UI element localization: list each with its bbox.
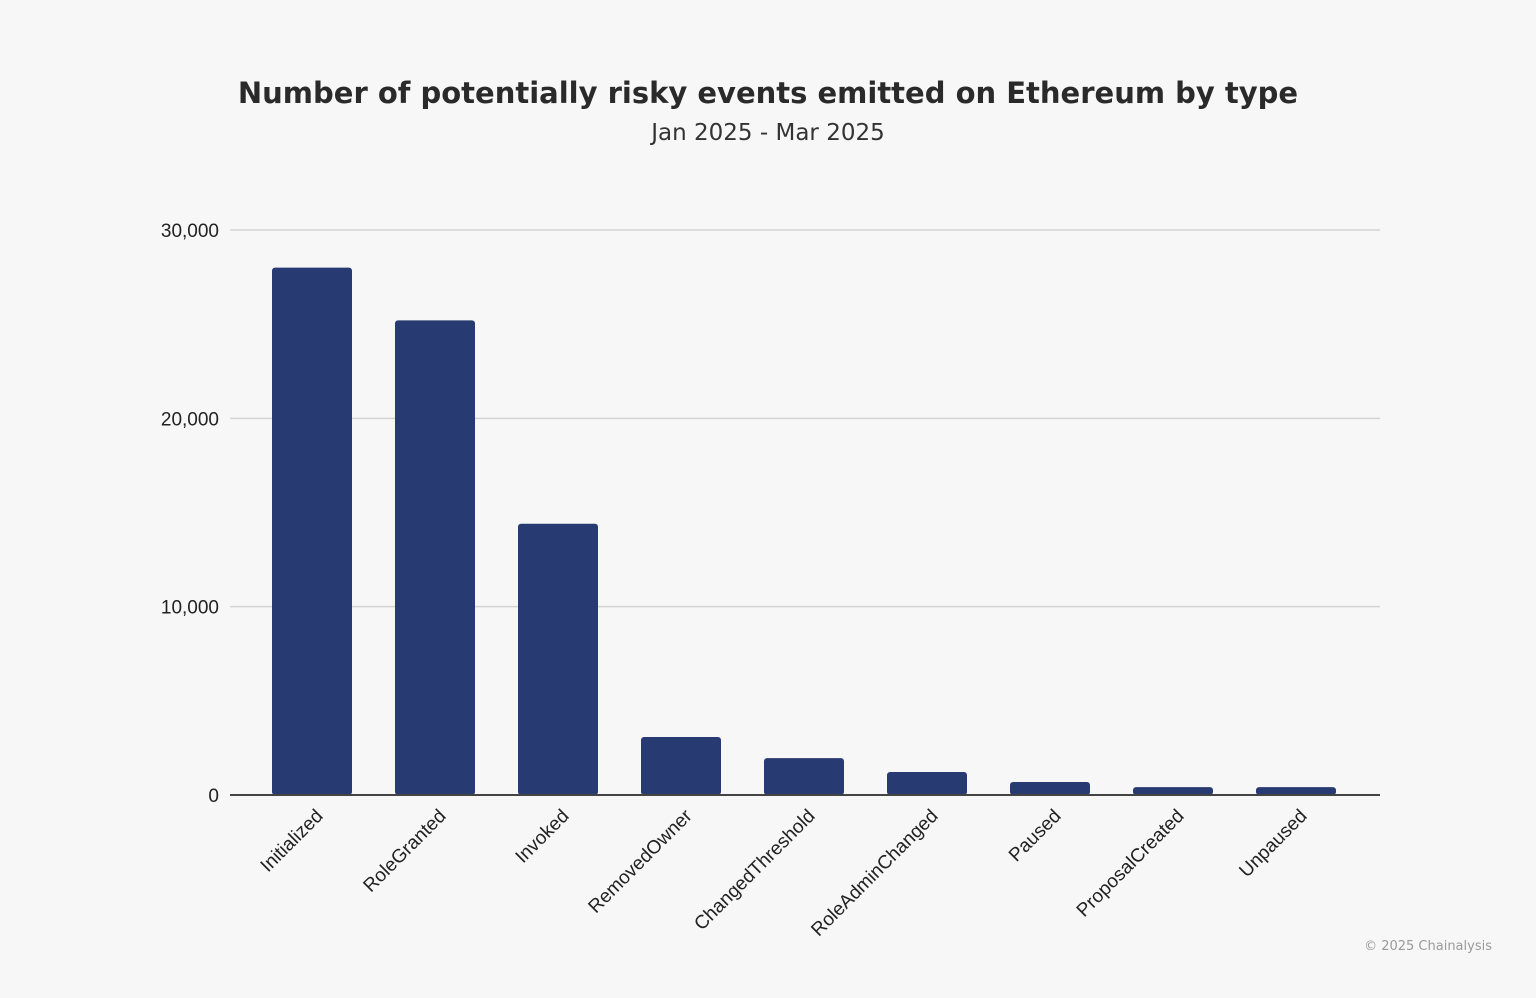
x-tick-label: Invoked bbox=[512, 806, 574, 868]
x-tick-label: ChangedThreshold bbox=[690, 806, 819, 935]
bar-roleadminchanged bbox=[887, 772, 967, 795]
y-tick-label: 30,000 bbox=[161, 221, 219, 242]
bar-rolegranted bbox=[395, 320, 475, 795]
bar-proposalcreated bbox=[1133, 787, 1213, 795]
x-tick-label: ProposalCreated bbox=[1073, 806, 1189, 922]
x-tick-label: Unpaused bbox=[1235, 806, 1311, 882]
x-tick-label: RemovedOwner bbox=[585, 805, 697, 917]
x-tick-label: Initialized bbox=[257, 806, 328, 877]
y-tick-label: 0 bbox=[208, 786, 219, 807]
bar-paused bbox=[1010, 782, 1090, 795]
y-tick-label: 20,000 bbox=[161, 409, 219, 430]
x-tick-label: RoleAdminChanged bbox=[807, 806, 942, 941]
x-tick-label: Paused bbox=[1005, 806, 1065, 866]
x-tick-label: RoleGranted bbox=[360, 806, 451, 897]
copyright-credit: © 2025 Chainalysis bbox=[1364, 939, 1492, 954]
chart-subtitle: Jan 2025 - Mar 2025 bbox=[651, 120, 885, 146]
bar-removedowner bbox=[641, 736, 721, 795]
bar-invoked bbox=[518, 523, 598, 795]
bar-initialized bbox=[272, 267, 352, 796]
y-tick-label: 10,000 bbox=[161, 598, 219, 619]
bar-changedthreshold bbox=[764, 758, 844, 795]
chart-title: Number of potentially risky events emitt… bbox=[237, 76, 1299, 110]
bar-unpaused bbox=[1256, 787, 1336, 795]
